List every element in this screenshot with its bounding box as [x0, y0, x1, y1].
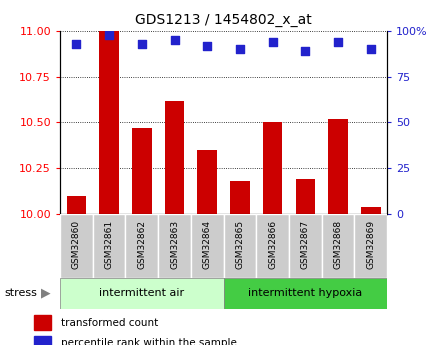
- Bar: [60, 214, 93, 278]
- Text: GSM32864: GSM32864: [203, 220, 212, 269]
- Text: GSM32861: GSM32861: [105, 220, 113, 269]
- Bar: [158, 214, 191, 278]
- Text: GSM32862: GSM32862: [138, 220, 146, 269]
- Bar: [289, 214, 322, 278]
- Bar: [125, 214, 158, 278]
- Text: stress: stress: [4, 288, 37, 298]
- Point: [138, 41, 146, 47]
- Bar: [256, 214, 289, 278]
- Text: GSM32868: GSM32868: [334, 220, 343, 269]
- Bar: [361, 207, 380, 214]
- Point: [236, 47, 243, 52]
- Bar: [132, 128, 152, 214]
- Point: [204, 43, 211, 48]
- Text: intermittent hypoxia: intermittent hypoxia: [248, 288, 363, 298]
- Text: ▶: ▶: [41, 287, 51, 300]
- Bar: [34, 315, 51, 329]
- Bar: [165, 100, 184, 214]
- Point: [335, 39, 342, 45]
- Point: [73, 41, 80, 47]
- Point: [302, 48, 309, 54]
- Text: GSM32866: GSM32866: [268, 220, 277, 269]
- Bar: [263, 122, 283, 214]
- Bar: [224, 278, 387, 309]
- Bar: [99, 31, 119, 214]
- Point: [105, 32, 113, 38]
- Text: intermittent air: intermittent air: [99, 288, 184, 298]
- Bar: [328, 119, 348, 214]
- Text: transformed count: transformed count: [61, 318, 158, 327]
- Bar: [355, 214, 387, 278]
- Bar: [230, 181, 250, 214]
- Bar: [67, 196, 86, 214]
- Bar: [60, 278, 224, 309]
- Point: [367, 47, 374, 52]
- Point: [171, 37, 178, 43]
- Title: GDS1213 / 1454802_x_at: GDS1213 / 1454802_x_at: [135, 13, 312, 27]
- Bar: [34, 336, 51, 345]
- Point: [269, 39, 276, 45]
- Text: GSM32860: GSM32860: [72, 220, 81, 269]
- Text: percentile rank within the sample: percentile rank within the sample: [61, 338, 237, 345]
- Bar: [191, 214, 224, 278]
- Bar: [224, 214, 256, 278]
- Bar: [295, 179, 315, 214]
- Text: GSM32863: GSM32863: [170, 220, 179, 269]
- Text: GSM32865: GSM32865: [235, 220, 244, 269]
- Text: GSM32869: GSM32869: [366, 220, 375, 269]
- Bar: [198, 150, 217, 214]
- Bar: [322, 214, 355, 278]
- Bar: [93, 214, 125, 278]
- Text: GSM32867: GSM32867: [301, 220, 310, 269]
